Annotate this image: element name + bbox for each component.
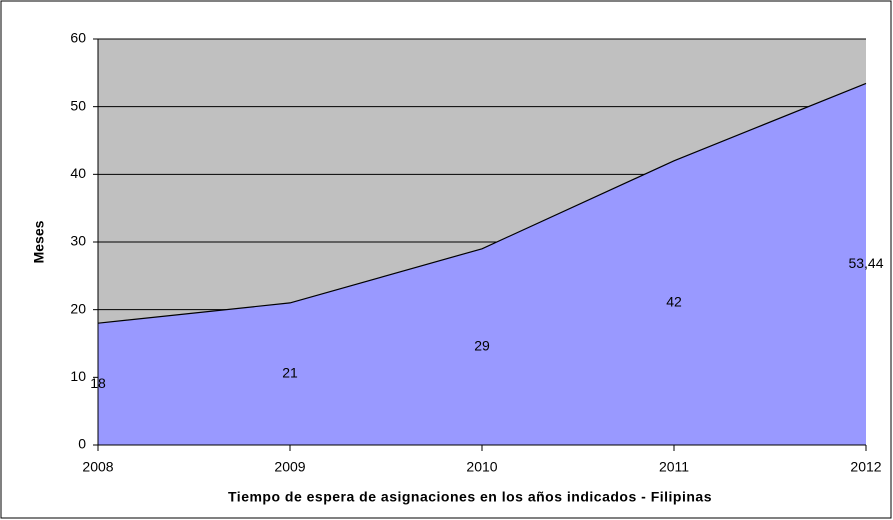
x-tick-label: 2008 — [82, 459, 113, 475]
y-tick-label: 30 — [70, 233, 86, 249]
data-label: 21 — [282, 365, 298, 381]
x-tick-label: 2012 — [850, 459, 881, 475]
data-label: 42 — [666, 294, 682, 310]
data-label: 18 — [90, 375, 106, 391]
y-tick-label: 40 — [70, 165, 86, 181]
area-outline — [97, 82, 867, 324]
y-tick-label: 0 — [78, 436, 86, 452]
x-tick-label: 2011 — [659, 459, 689, 475]
y-tick-label: 60 — [70, 30, 86, 46]
data-label: 29 — [474, 338, 490, 354]
x-axis-label: Tiempo de espera de asignaciones en los … — [228, 489, 712, 505]
data-label: 53,44 — [848, 255, 883, 271]
x-tick-label: 2009 — [274, 459, 305, 475]
area — [98, 83, 866, 445]
y-tick-label: 50 — [70, 97, 86, 113]
x-tick-label: 2010 — [466, 459, 497, 475]
y-axis-label: Meses — [31, 220, 47, 263]
y-tick-label: 20 — [70, 300, 86, 316]
y-tick-label: 10 — [70, 368, 86, 384]
